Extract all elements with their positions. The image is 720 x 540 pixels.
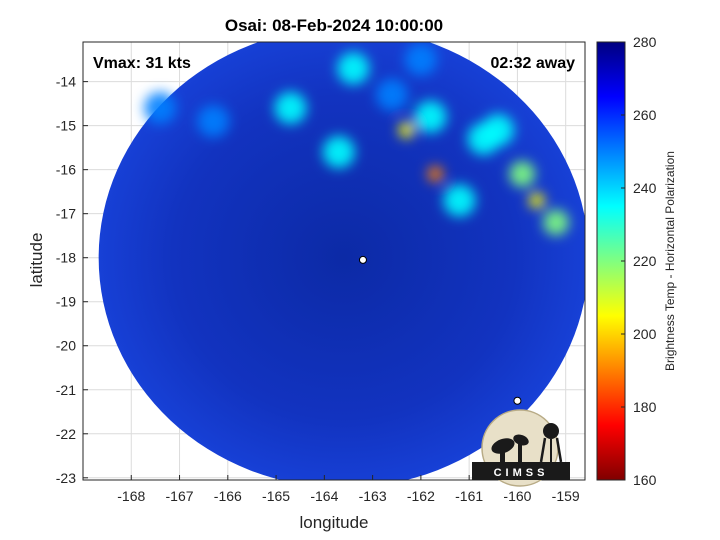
convection-cell (197, 105, 230, 138)
x-tick-label: -165 (262, 488, 290, 504)
storm-center-marker (513, 396, 522, 405)
x-tick-label: -164 (310, 488, 338, 504)
y-tick-label: -22 (56, 426, 76, 442)
colorbar-tick-label: 220 (633, 253, 657, 269)
x-axis: -168 -167 -166 -165 -164 -163 -162 -161 -160 -159 (117, 475, 580, 504)
y-tick-label: -23 (56, 470, 76, 486)
convection-cell (528, 192, 545, 209)
colorbar-label: Brightness Temp - Horizontal Polarizatio… (663, 151, 677, 371)
swath-layer (98, 42, 585, 480)
convection-cell (427, 166, 444, 183)
x-tick-label: -167 (166, 488, 194, 504)
colorbar-tick-label: 200 (633, 326, 657, 342)
colorbar-tick-label: 160 (633, 472, 657, 488)
swath-disk (98, 42, 585, 480)
x-tick-label: -161 (455, 488, 483, 504)
feature-layer (144, 43, 570, 236)
convection-cell (322, 136, 355, 169)
convection-cell (337, 52, 370, 85)
y-tick-label: -14 (56, 74, 76, 90)
time-away-annotation: 02:32 away (490, 55, 575, 72)
y-tick-label: -16 (56, 162, 76, 178)
convection-cell (414, 100, 447, 133)
y-tick-label: -21 (56, 382, 76, 398)
y-tick-label: -18 (56, 250, 76, 266)
logo-text: CIMSS (494, 467, 549, 479)
y-axis-label: latitude (27, 233, 46, 288)
convection-cell (398, 122, 415, 139)
x-tick-label: -159 (552, 488, 580, 504)
y-tick-label: -20 (56, 338, 76, 354)
colorbar-tick-label: 180 (633, 399, 657, 415)
convection-cell (144, 92, 177, 125)
x-tick-label: -162 (407, 488, 435, 504)
x-tick-label: -168 (117, 488, 145, 504)
colorbar-tick-label: 240 (633, 180, 657, 196)
y-tick-label: -17 (56, 206, 76, 222)
x-axis-label: longitude (299, 513, 368, 532)
x-tick-label: -160 (503, 488, 531, 504)
y-tick-label: -19 (56, 294, 76, 310)
x-tick-label: -163 (359, 488, 387, 504)
y-axis: -14 -15 -16 -17 -18 -19 -20 -21 -22 -23 (56, 74, 88, 486)
convection-cell (404, 43, 437, 76)
colorbar-gradient (596, 41, 626, 481)
marker-layer (358, 255, 522, 405)
storm-center-marker (358, 255, 367, 264)
y-tick-label: -15 (56, 118, 76, 134)
convection-cell (543, 209, 570, 236)
convection-cell (509, 161, 536, 188)
plot-frame (82, 41, 586, 481)
convection-cell (375, 78, 408, 111)
x-tick-label: -166 (214, 488, 242, 504)
convection-cell (443, 184, 476, 217)
colorbar: 160 180 200 220 240 260 280 Brightness Temp - … (596, 34, 677, 488)
colorbar-tick-label: 280 (633, 34, 657, 50)
chart-title: Osai: 08-Feb-2024 10:00:00 (225, 16, 443, 35)
cimss-logo: CIMSS (472, 409, 570, 487)
colorbar-tick-label: 260 (633, 107, 657, 123)
convection-cell (274, 92, 307, 125)
convection-cell (467, 122, 500, 155)
vmax-annotation: Vmax: 31 kts (93, 55, 191, 72)
colorbar-ticks: 160 180 200 220 240 260 280 (621, 34, 657, 488)
